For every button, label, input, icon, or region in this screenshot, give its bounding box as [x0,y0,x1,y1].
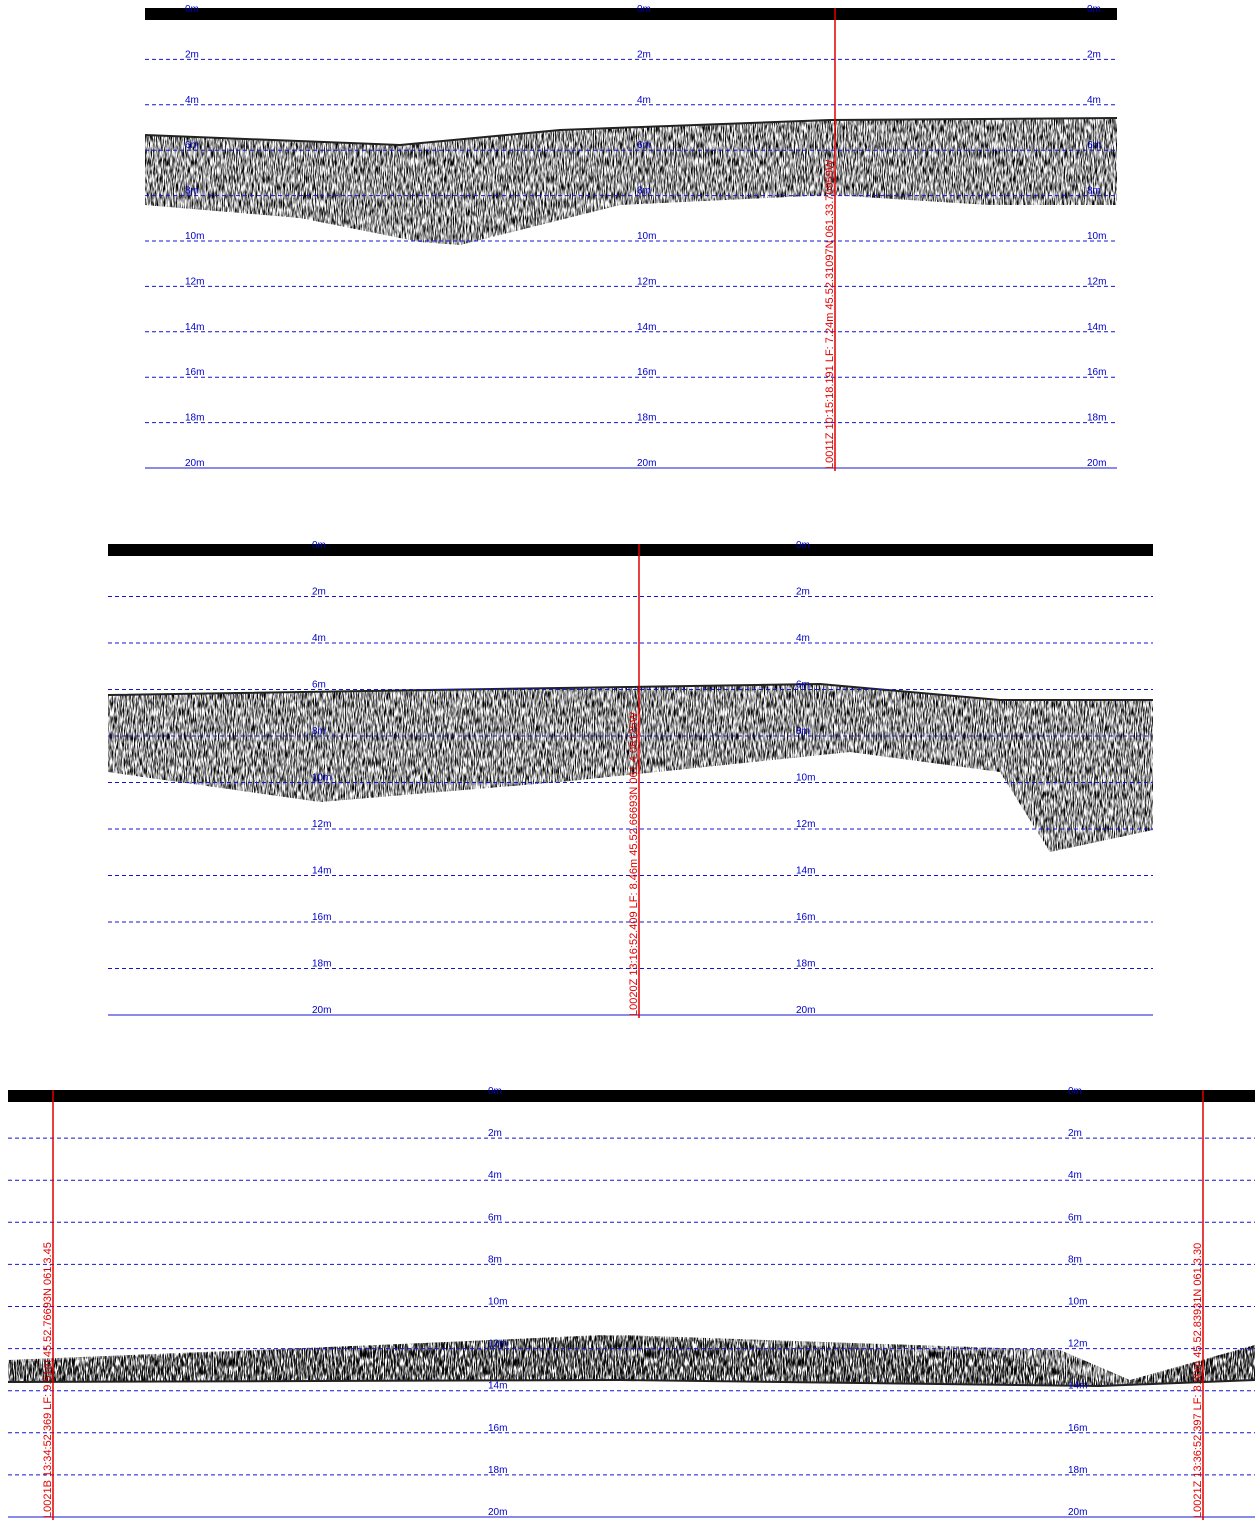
marker-label: L0021B 13:34:52.369 LF: 9.51m 45.52.7669… [42,1242,54,1518]
depth-label: 16m [1068,1423,1087,1434]
depth-label: 14m [1068,1381,1087,1392]
depth-label: 18m [312,959,331,970]
marker-label: L0011Z 10:15:18.191 LF: 7.24m 45.52.3109… [824,159,836,469]
depth-label: 14m [796,866,815,877]
depth-label: 18m [1068,1465,1087,1476]
depth-label: 20m [312,1005,331,1016]
depth-label: 2m [185,49,199,60]
depth-label: 2m [796,587,810,598]
depth-label: 12m [1087,276,1106,287]
depth-label: 2m [1087,49,1101,60]
depth-label: 16m [796,912,815,923]
depth-label: 10m [796,773,815,784]
depth-label: 12m [312,819,331,830]
depth-label: 2m [1068,1128,1082,1139]
depth-label: 4m [488,1170,502,1181]
marker-label: L0021Z 13:36:52.397 LF: 8.30m 45.52.8393… [1192,1243,1204,1518]
depth-label: 16m [185,367,204,378]
depth-label: 2m [637,49,651,60]
depth-label: 16m [637,367,656,378]
depth-label: 10m [1068,1297,1087,1308]
depth-label: 0m [796,540,810,551]
seabed-line [107,682,1153,701]
depth-label: 18m [796,959,815,970]
depth-label: 20m [637,458,656,469]
depth-label: 6m [1087,140,1101,151]
depth-label: 20m [796,1005,815,1016]
depth-label: 10m [488,1297,507,1308]
depth-label: 8m [637,186,651,197]
depth-label: 10m [185,231,204,242]
depth-label: 2m [488,1128,502,1139]
depth-label: 12m [796,819,815,830]
depth-label: 14m [488,1381,507,1392]
depth-label: 4m [312,633,326,644]
depth-label: 8m [796,726,810,737]
seabed-line [7,1378,1255,1388]
depth-label: 20m [185,458,204,469]
depth-label: 4m [185,95,199,106]
depth-label: 2m [312,587,326,598]
depth-label: 16m [312,912,331,923]
depth-label: 6m [488,1212,502,1223]
depth-label: 4m [1068,1170,1082,1181]
depth-label: 18m [185,413,204,424]
depth-label: 14m [1087,322,1106,333]
depth-label: 12m [488,1339,507,1350]
depth-label: 10m [312,773,331,784]
depth-label: 8m [488,1254,502,1265]
seabed-line [144,117,1118,147]
depth-label: 6m [185,140,199,151]
depth-label: 6m [796,680,810,691]
depth-label: 8m [1087,186,1101,197]
depth-label: 18m [1087,413,1106,424]
depth-label: 18m [488,1465,507,1476]
depth-label: 12m [185,276,204,287]
top-bar [8,1090,1255,1102]
depth-label: 0m [637,4,651,15]
depth-label: 6m [1068,1212,1082,1223]
depth-label: 8m [1068,1254,1082,1265]
depth-label: 12m [637,276,656,287]
echo-area [145,118,1117,245]
top-bar [108,544,1153,556]
depth-label: 16m [488,1423,507,1434]
depth-label: 10m [637,231,656,242]
depth-label: 8m [312,726,326,737]
depth-label: 4m [637,95,651,106]
depth-label: 8m [185,186,199,197]
echo-area [8,1335,1255,1386]
depth-label: 0m [312,540,326,551]
depth-label: 18m [637,413,656,424]
depth-label: 6m [312,680,326,691]
depth-label: 0m [1068,1086,1082,1097]
depth-label: 4m [1087,95,1101,106]
top-bar [145,8,1117,20]
depth-label: 12m [1068,1339,1087,1350]
depth-label: 20m [1068,1507,1087,1518]
depth-label: 0m [488,1086,502,1097]
echo-area [108,684,1153,852]
depth-label: 4m [796,633,810,644]
depth-label: 0m [1087,4,1101,15]
depth-label: 14m [185,322,204,333]
depth-label: 16m [1087,367,1106,378]
depth-label: 20m [1087,458,1106,469]
depth-label: 14m [312,866,331,877]
depth-label: 10m [1087,231,1106,242]
depth-label: 20m [488,1507,507,1518]
depth-label: 0m [185,4,199,15]
marker-label: L0020Z 13:16:52.409 LF: 8.46m 45.52.6669… [628,711,640,1016]
depth-label: 14m [637,322,656,333]
depth-label: 6m [637,140,651,151]
